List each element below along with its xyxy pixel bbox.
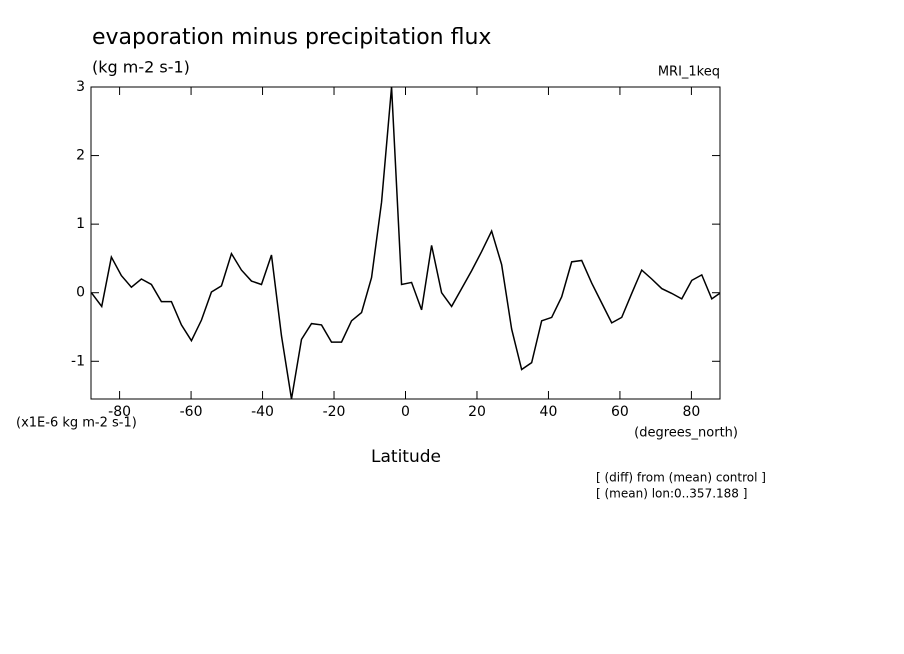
- x-tick-label: -20: [323, 404, 346, 420]
- model-label: MRI_1keq: [658, 65, 720, 80]
- chart-title: evaporation minus precipitation flux: [92, 25, 491, 50]
- x-tick-label: -60: [180, 404, 203, 420]
- x-tick-label: -80: [108, 404, 131, 420]
- x-axis-label: Latitude: [371, 447, 441, 467]
- line-series: [90, 86, 721, 400]
- x-tick-label: 80: [682, 404, 700, 420]
- y-tick-label: 2: [76, 148, 85, 164]
- x-tick-label: -40: [251, 404, 274, 420]
- x-tick-label: 40: [540, 404, 558, 420]
- y-tick-label: 1: [76, 216, 85, 232]
- x-tick-label: 20: [468, 404, 486, 420]
- y-tick-label: -1: [71, 353, 85, 369]
- x-tick-label: 0: [401, 404, 410, 420]
- x-tick-label: 60: [611, 404, 629, 420]
- y-tick-label: 3: [76, 79, 85, 95]
- y-scale-label: (x1E-6 kg m-2 s-1): [16, 416, 137, 431]
- x-units-label: (degrees_north): [634, 426, 738, 441]
- y-tick-label: 0: [76, 285, 85, 301]
- subtitle: (kg m-2 s-1): [92, 58, 190, 77]
- plot-frame: [90, 86, 721, 400]
- annotation: [ (mean) lon:0..357.188 ]: [596, 487, 747, 501]
- annotation: [ (diff) from (mean) control ]: [596, 471, 766, 485]
